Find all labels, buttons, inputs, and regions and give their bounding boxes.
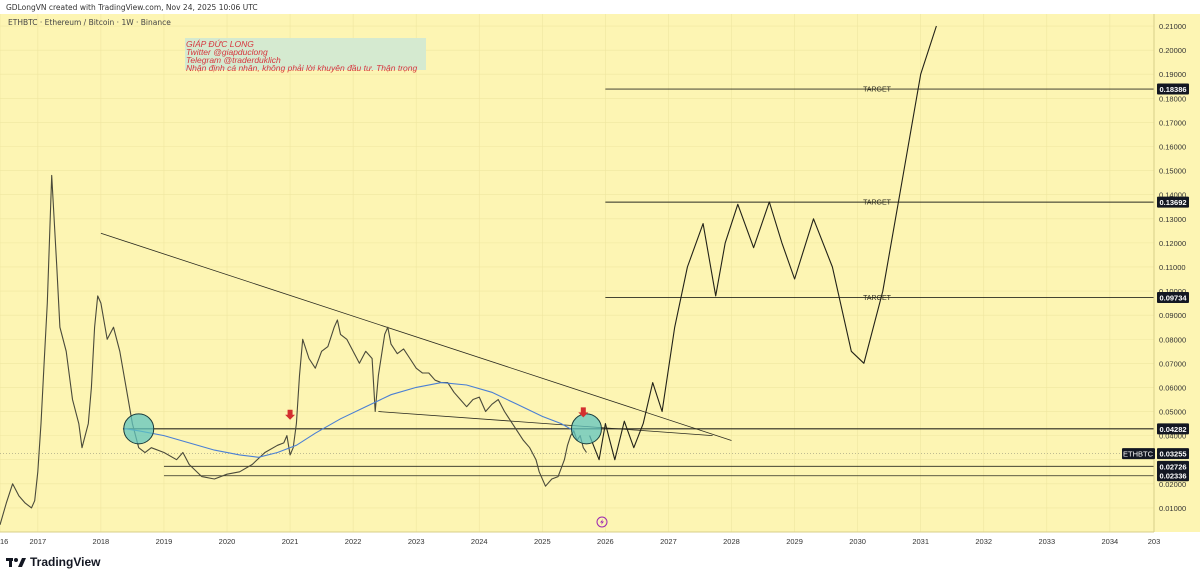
price-tick-label: 0.13000: [1159, 215, 1186, 224]
annotation-layer: [123, 407, 608, 528]
price-label-badge: [1157, 83, 1189, 95]
lightning-bolt-icon: [600, 519, 604, 525]
moving-average-line: [122, 382, 575, 458]
price-tick-label: 0.09000: [1159, 311, 1186, 320]
time-tick-label: 203: [1148, 537, 1161, 546]
projection-path[interactable]: [589, 25, 937, 461]
time-tick-label: 2017: [29, 537, 46, 546]
price-label-value: 0.03255: [1159, 450, 1186, 459]
price-tick-label: 0.15000: [1159, 167, 1186, 176]
time-tick-label: 2032: [975, 537, 992, 546]
price-axis-background: [1154, 14, 1200, 532]
highlight-circle[interactable]: [123, 413, 155, 445]
time-tick-label: 2019: [156, 537, 173, 546]
symbol-badge-text: ETHBTC: [1123, 450, 1154, 459]
time-tick-label: 2022: [345, 537, 362, 546]
series-layer: [0, 25, 937, 525]
price-tick-label: 0.18000: [1159, 94, 1186, 103]
time-tick-label: 2025: [534, 537, 551, 546]
price-label-value: 0.09734: [1159, 293, 1187, 302]
time-tick-label: 2020: [219, 537, 236, 546]
price-tick-label: 0.02000: [1159, 480, 1186, 489]
price-tick-label: 0.10000: [1159, 287, 1186, 296]
price-series-line: [0, 174, 587, 525]
time-tick-label: 2026: [597, 537, 614, 546]
time-tick-label: 2033: [1038, 537, 1055, 546]
time-tick-label: 2027: [660, 537, 677, 546]
price-label-badge: [1157, 470, 1189, 482]
tradingview-logo[interactable]: TradingView: [6, 555, 100, 569]
price-tick-label: 0.21000: [1159, 22, 1186, 31]
lightning-icon[interactable]: [596, 516, 608, 528]
symbol-badge: [1122, 448, 1155, 460]
target-label: TARGET: [863, 295, 892, 302]
price-tick-label: 0.17000: [1159, 118, 1186, 127]
price-tick-label: 0.12000: [1159, 239, 1186, 248]
time-axis[interactable]: 16 2017 2018 2019 2020 2021 2022 2023 2024 2025 20…: [0, 531, 1161, 546]
price-labels: 0.18386 0.13692 0.09734 0.04282 0.03255 ETHBT…: [1122, 83, 1189, 482]
target-label: TARGET: [863, 200, 892, 207]
note-telegram: Telegram @traderduklich: [186, 55, 281, 65]
price-tick-label: 0.20000: [1159, 46, 1186, 55]
time-tick-label: 2028: [723, 537, 740, 546]
price-tick-label: 0.08000: [1159, 335, 1186, 344]
price-tick-label: 0.04000: [1159, 432, 1186, 441]
time-tick-label: 16: [0, 537, 8, 546]
price-label-badge: [1157, 423, 1189, 435]
time-tick-label: 2024: [471, 537, 488, 546]
note-box: [185, 38, 426, 70]
price-label-value: 0.18386: [1159, 85, 1186, 94]
price-tick-label: 0.06000: [1159, 383, 1186, 392]
price-label-value: 0.02336: [1159, 472, 1186, 481]
price-axis[interactable]: 0.010000.020000.030000.040000.050000.060…: [1153, 14, 1186, 532]
tradingview-logo-icon: [6, 558, 26, 567]
time-tick-label: 2018: [93, 537, 110, 546]
target-label: TARGET: [863, 87, 892, 94]
down-arrow-icon[interactable]: [578, 407, 589, 418]
time-tick-label: 2030: [849, 537, 866, 546]
time-tick-label: 2023: [408, 537, 425, 546]
price-label-value: 0.04282: [1159, 425, 1186, 434]
chart-background: [0, 14, 1154, 532]
time-tick-label: 2031: [912, 537, 929, 546]
price-label-value: 0.02726: [1159, 462, 1186, 471]
note-disclaimer: Nhận định cá nhân, không phải lời khuyên…: [186, 63, 418, 73]
price-label-value: 0.13692: [1159, 198, 1186, 207]
price-label-badge: [1157, 460, 1189, 472]
drawing-layer: TARGET TARGET TARGET: [0, 87, 1154, 477]
tradingview-logo-text: TradingView: [30, 555, 101, 569]
price-label-badge: [1157, 291, 1189, 303]
price-tick-label: 0.16000: [1159, 143, 1186, 152]
note-author: GIÁP ĐỨC LONG: [186, 39, 254, 49]
price-tick-label: 0.19000: [1159, 70, 1186, 79]
trendline-lower-wedge-line[interactable]: [378, 411, 713, 437]
price-label-badge: [1157, 448, 1189, 460]
price-tick-label: 0.05000: [1159, 408, 1186, 417]
highlight-circle[interactable]: [570, 413, 602, 445]
price-tick-label: 0.11000: [1159, 263, 1186, 272]
price-label-badge: [1157, 196, 1189, 208]
time-tick-label: 2021: [282, 537, 299, 546]
symbol-title[interactable]: ETHBTC · Ethereum / Bitcoin · 1W · Binan…: [8, 18, 171, 27]
price-tick-label: 0.07000: [1159, 359, 1186, 368]
price-tick-label: 0.14000: [1159, 191, 1186, 200]
price-tick-label: 0.01000: [1159, 504, 1186, 513]
grid: [0, 14, 1155, 532]
time-tick-label: 2029: [786, 537, 803, 546]
trendline-descending-resistance[interactable]: [100, 232, 732, 441]
note-twitter: Twitter @giapduclong: [186, 47, 268, 57]
down-arrow-icon[interactable]: [285, 409, 296, 420]
time-tick-label: 2034: [1102, 537, 1119, 546]
chart-credit: GDLongVN created with TradingView.com, N…: [6, 3, 258, 12]
